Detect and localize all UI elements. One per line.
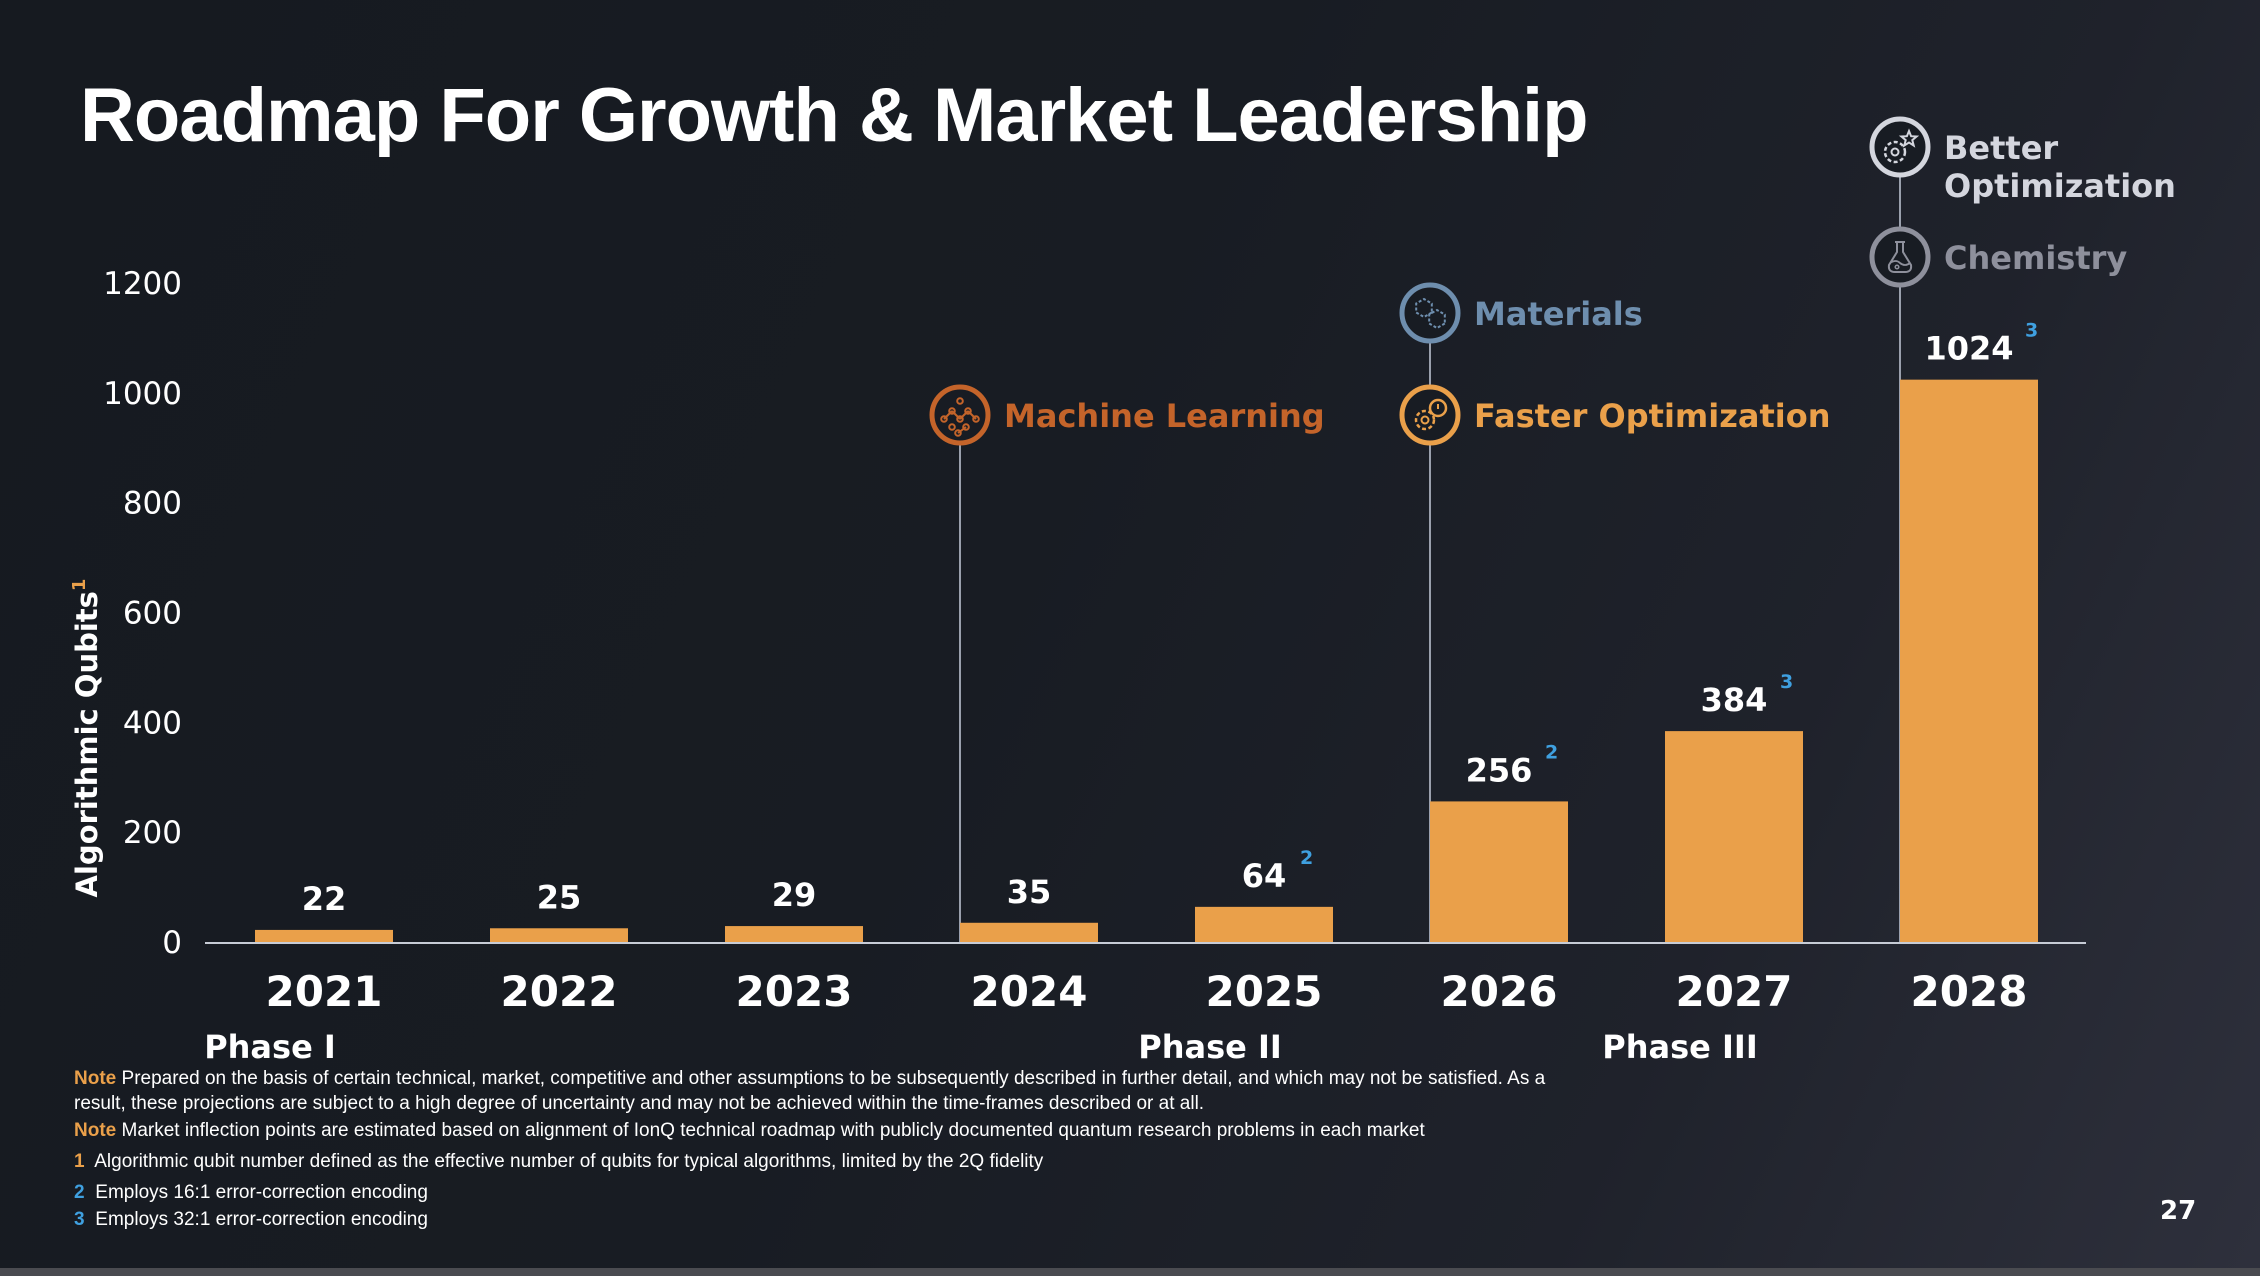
neural-network-icon bbox=[929, 384, 991, 446]
x-tick-label-2025: 2025 bbox=[1206, 967, 1323, 1016]
flask-icon bbox=[1869, 226, 1931, 288]
footnote-3: 3 Employs 32:1 error-correction encoding bbox=[74, 1207, 1574, 1232]
y-axis-title-text: Algorithmic Qubits bbox=[70, 591, 104, 897]
bar-2028 bbox=[1900, 379, 2038, 942]
bar-2024 bbox=[960, 922, 1098, 942]
page-number: 27 bbox=[2160, 1196, 2197, 1226]
milestone-label: Faster Optimization bbox=[1474, 397, 1830, 435]
value-footnote-2027: 3 bbox=[1780, 671, 1793, 693]
value-footnote-2028: 3 bbox=[2025, 320, 2038, 342]
footnote-2: 2 Employs 16:1 error-correction encoding bbox=[74, 1180, 1574, 1205]
value-label-2023: 29 bbox=[772, 876, 817, 914]
x-tick-label-2027: 2027 bbox=[1676, 967, 1793, 1016]
x-tick-label-2022: 2022 bbox=[501, 967, 618, 1016]
gear-timer-icon bbox=[1399, 384, 1461, 446]
bar-2027 bbox=[1665, 731, 1803, 942]
phase-label: Phase III bbox=[1602, 1028, 1757, 1066]
bar-2026 bbox=[1430, 801, 1568, 942]
value-footnote-2025: 2 bbox=[1300, 847, 1313, 869]
y-tick-label: 0 bbox=[162, 925, 182, 961]
milestone-label: Machine Learning bbox=[1004, 397, 1325, 435]
footnote-2-key: 2 bbox=[74, 1182, 85, 1203]
milestone-label: Better Optimization bbox=[1944, 129, 2176, 205]
x-tick-label-2028: 2028 bbox=[1911, 967, 2028, 1016]
note-2-text: Market inflection points are estimated b… bbox=[121, 1120, 1425, 1141]
value-label-2028: 1024 bbox=[1924, 330, 2013, 368]
y-tick-label: 400 bbox=[123, 705, 182, 741]
y-axis-title: Algorithmic Qubits1 bbox=[69, 579, 104, 898]
footnote-1: 1 Algorithmic qubit number defined as th… bbox=[74, 1149, 1574, 1174]
value-label-2021: 22 bbox=[302, 880, 347, 918]
molecule-icon bbox=[1399, 282, 1461, 344]
y-tick-label: 1000 bbox=[103, 376, 182, 412]
footnotes: Note Prepared on the basis of certain te… bbox=[74, 1066, 1574, 1232]
x-tick-label-2024: 2024 bbox=[971, 967, 1088, 1016]
y-tick-label: 200 bbox=[123, 815, 182, 851]
x-tick-label-2021: 2021 bbox=[266, 967, 383, 1016]
milestone-label: Materials bbox=[1474, 295, 1643, 333]
footnote-1-key: 1 bbox=[74, 1151, 85, 1172]
bar-2025 bbox=[1195, 906, 1333, 942]
value-label-2026: 256 bbox=[1466, 751, 1533, 789]
y-axis-title-footnote: 1 bbox=[69, 579, 90, 592]
note-1-text: Prepared on the basis of certain technic… bbox=[74, 1068, 1546, 1114]
note-2-label: Note bbox=[74, 1120, 117, 1141]
footnote-2-text: Employs 16:1 error-correction encoding bbox=[95, 1182, 428, 1203]
note-2: Note Market inflection points are estima… bbox=[74, 1118, 1574, 1143]
value-label-2022: 25 bbox=[537, 878, 582, 916]
slide-title: Roadmap For Growth & Market Leadership bbox=[80, 73, 1589, 158]
y-axis-ticks: 0 200 400 600 800 1000 1200 bbox=[103, 266, 182, 961]
bar-2023 bbox=[725, 926, 863, 942]
footnote-1-text: Algorithmic qubit number defined as the … bbox=[94, 1151, 1044, 1172]
milestone-label: Chemistry bbox=[1944, 239, 2127, 277]
note-1-label: Note bbox=[74, 1068, 117, 1089]
x-tick-label-2026: 2026 bbox=[1441, 967, 1558, 1016]
bar-2022 bbox=[490, 928, 628, 942]
footnote-3-key: 3 bbox=[74, 1209, 85, 1230]
x-tick-label-2023: 2023 bbox=[736, 967, 853, 1016]
gear-star-icon bbox=[1869, 116, 1931, 178]
value-label-2025: 64 bbox=[1242, 857, 1287, 895]
value-label-2024: 35 bbox=[1007, 873, 1052, 911]
footnote-3-text: Employs 32:1 error-correction encoding bbox=[95, 1209, 428, 1230]
value-label-2027: 384 bbox=[1701, 681, 1768, 719]
value-footnote-2026: 2 bbox=[1545, 741, 1558, 763]
y-tick-label: 1200 bbox=[103, 266, 182, 302]
phase-label: Phase II bbox=[1138, 1028, 1282, 1066]
bars bbox=[255, 379, 2038, 942]
phase-label: Phase I bbox=[204, 1028, 336, 1066]
y-tick-label: 600 bbox=[123, 596, 182, 632]
bar-2021 bbox=[255, 929, 393, 942]
labels: 22 2021 25 2022 29 2023 35 2024 64 2 2025 256 2 2026 3… bbox=[204, 320, 2038, 1066]
note-1: Note Prepared on the basis of certain te… bbox=[74, 1066, 1574, 1116]
y-tick-label: 800 bbox=[123, 486, 182, 522]
